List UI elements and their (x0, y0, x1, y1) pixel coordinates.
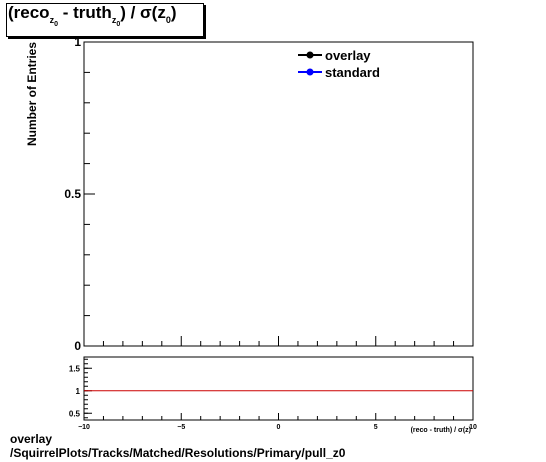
y-tick-label: 0 (74, 339, 81, 353)
ratio-y-tick-label: 1 (76, 387, 81, 396)
y-axis-label: Number of Entries (25, 42, 39, 146)
ratio-x-tick-label: 5 (374, 424, 378, 431)
legend-marker-0 (306, 51, 314, 59)
chart-title: (recoz0 - truthz0) / σ(z0) (8, 3, 177, 28)
y-tick-label: 0.5 (64, 187, 81, 201)
ratio-x-tick-label: 10 (469, 424, 477, 431)
ratio-x-tick-label: 0 (277, 424, 281, 431)
ratio-x-tick-label: −5 (177, 424, 185, 431)
footer-line-1: overlay (10, 432, 53, 446)
footer-line-2: /SquirrelPlots/Tracks/Matched/Resolution… (10, 446, 346, 460)
legend-label-0: overlay (325, 48, 371, 63)
ratio-frame (83, 356, 474, 421)
ratio-y-tick-label: 0.5 (69, 409, 81, 418)
ratio-x-tick-label: −10 (78, 424, 90, 431)
legend-label-1: standard (325, 65, 380, 80)
y-tick-label: 1 (74, 35, 81, 49)
title-box (6, 3, 204, 37)
x-axis-label: (reco - truth) / σ(z) (411, 427, 471, 434)
legend-marker-1 (306, 68, 314, 76)
ratio-y-tick-label: 1.5 (69, 364, 81, 373)
main-frame (83, 41, 474, 347)
